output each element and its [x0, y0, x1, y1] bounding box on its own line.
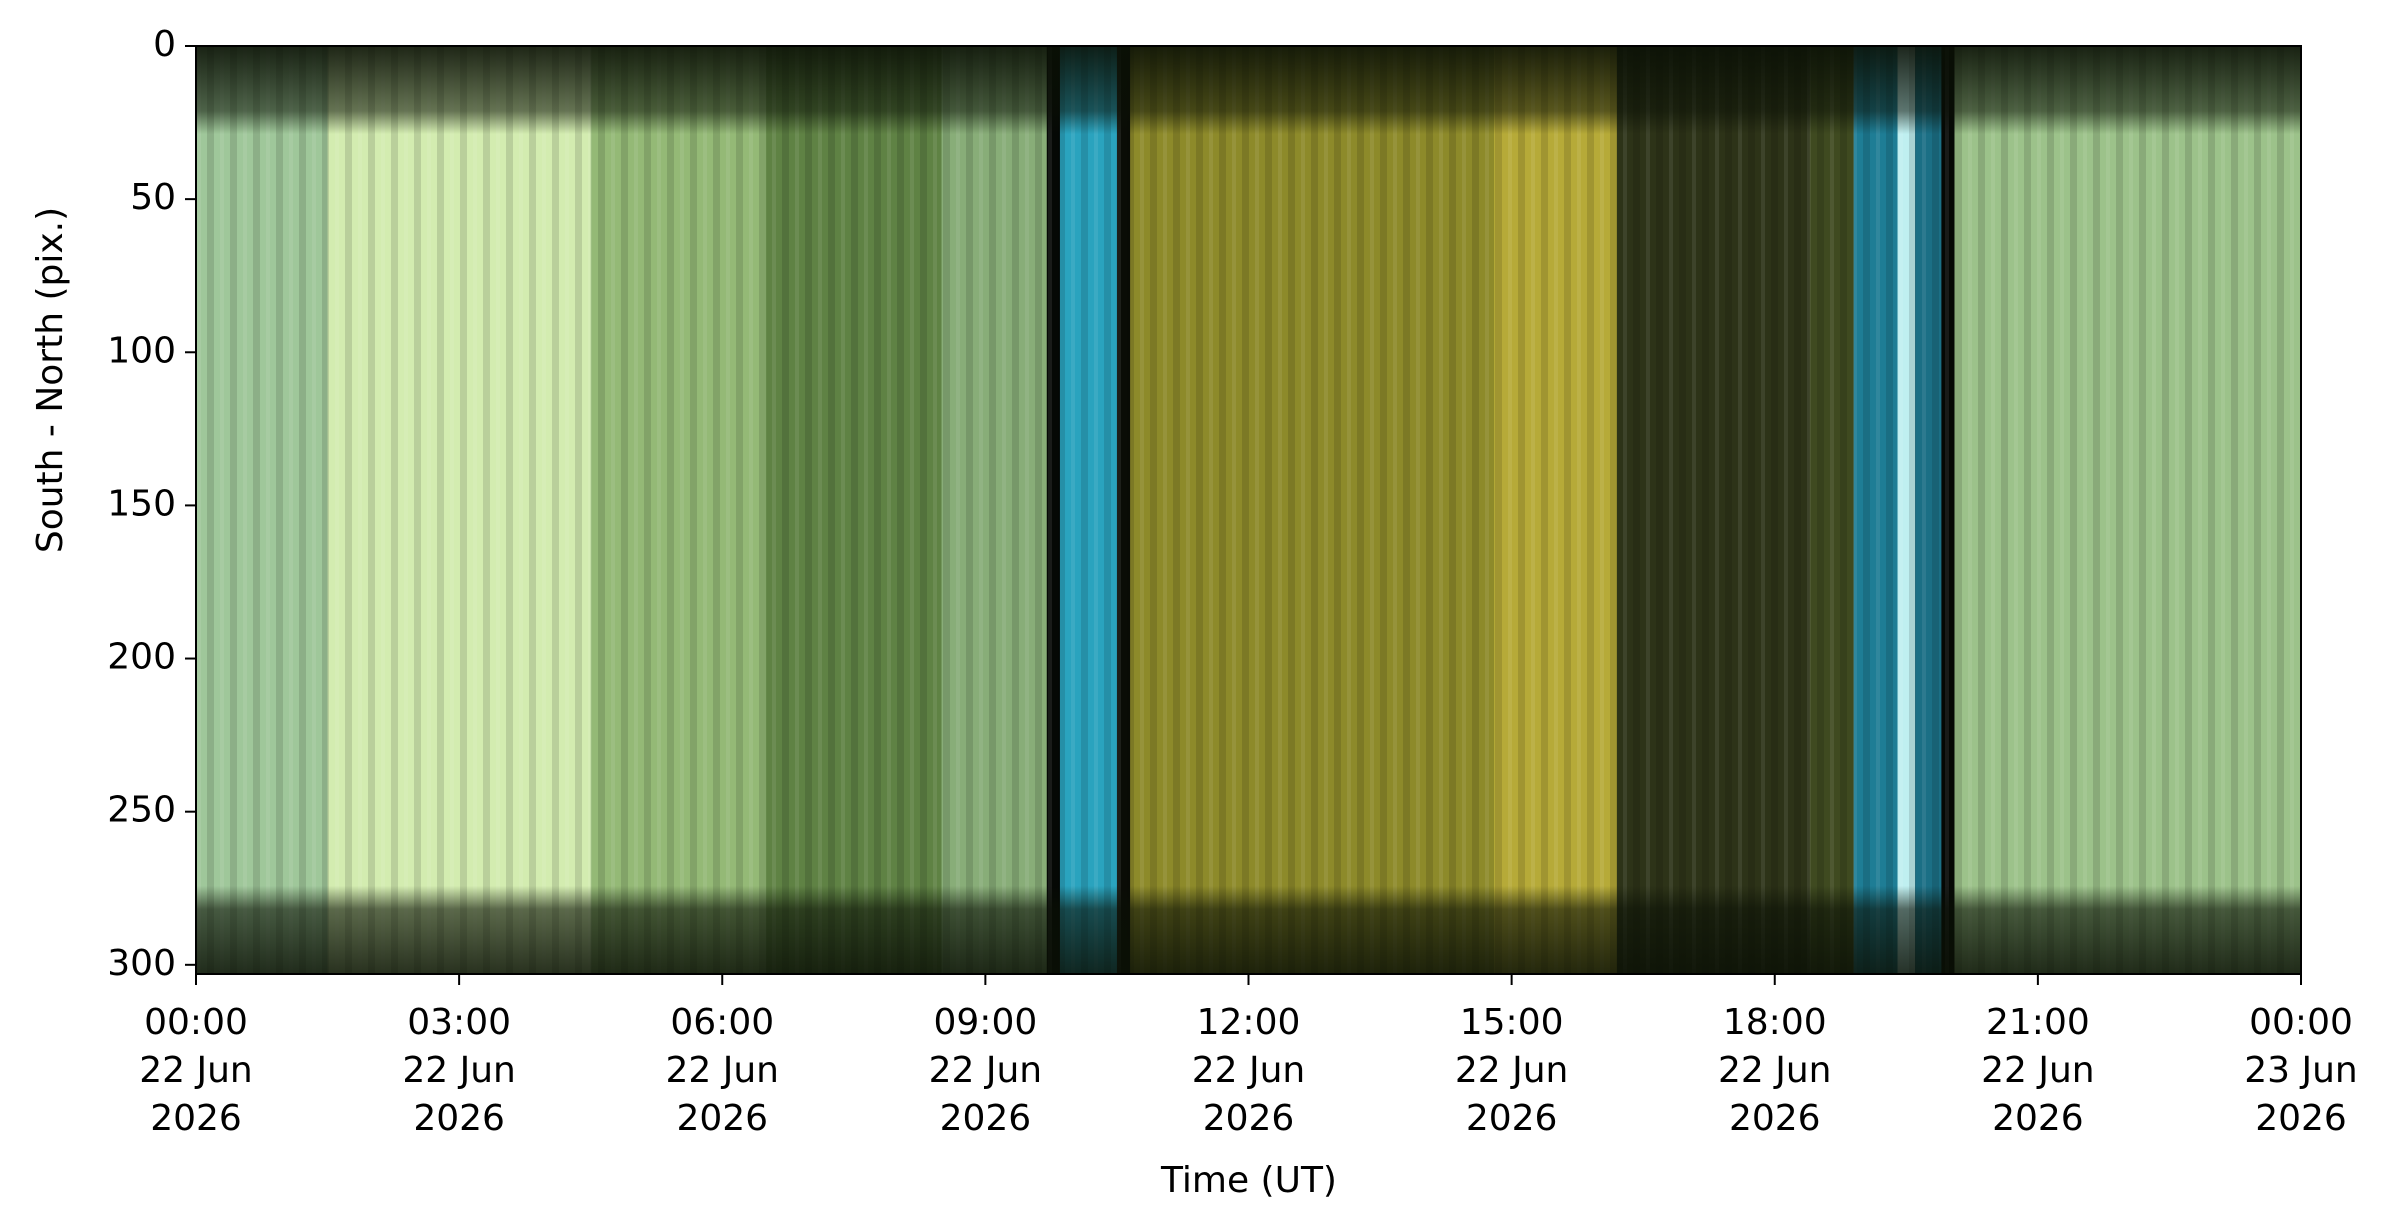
x-tick-label: 00:00 22 Jun 2026 — [139, 1002, 253, 1139]
x-tick-label: 06:00 22 Jun 2026 — [665, 1002, 779, 1139]
y-tick-label: 250 — [107, 790, 176, 831]
y-tick-label: 0 — [153, 24, 176, 65]
x-tick-label: 03:00 22 Jun 2026 — [402, 1002, 516, 1139]
y-tick-label: 300 — [107, 943, 176, 984]
x-tick-label: 12:00 22 Jun 2026 — [1192, 1002, 1306, 1139]
x-tick-label: 00:00 23 Jun 2026 — [2244, 1002, 2358, 1139]
edge-shading — [196, 46, 2301, 974]
x-tick-label: 18:00 22 Jun 2026 — [1718, 1002, 1832, 1139]
x-tick-label: 09:00 22 Jun 2026 — [929, 1002, 1043, 1139]
x-tick-label: 21:00 22 Jun 2026 — [1981, 1002, 2095, 1139]
y-tick-label: 200 — [107, 637, 176, 678]
y-tick-label: 50 — [130, 177, 176, 218]
y-axis-label: South - North (pix.) — [30, 207, 71, 553]
y-tick-label: 150 — [107, 483, 176, 524]
y-tick-label: 100 — [107, 330, 176, 371]
x-tick-label: 15:00 22 Jun 2026 — [1455, 1002, 1569, 1139]
x-axis-label: Time (UT) — [1160, 1160, 1337, 1201]
